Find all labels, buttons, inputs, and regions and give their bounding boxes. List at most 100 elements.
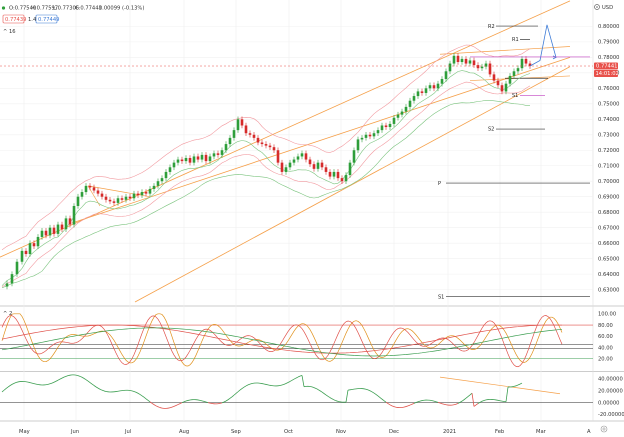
candle: [72, 206, 76, 225]
momentum-segment: [223, 400, 227, 403]
candle: [456, 55, 460, 62]
candle: [40, 230, 44, 237]
forecast-arrow-icon: [552, 55, 557, 60]
y-tick-label: 0.69000: [598, 195, 619, 201]
y-tick-label: 0.80000: [598, 24, 619, 30]
momentum-segment: [87, 380, 91, 383]
ohlc-open: O:0.77540: [9, 6, 36, 12]
momentum-segment: [139, 394, 143, 397]
candle: [244, 125, 248, 134]
y-tick-label: 0.73000: [598, 133, 619, 139]
momentum-segment: [227, 397, 231, 401]
candle: [372, 133, 376, 137]
momentum-segment: [293, 377, 297, 380]
candle: [480, 66, 484, 69]
momentum-segment: [465, 396, 469, 399]
momentum-segment: [173, 405, 177, 407]
momentum-segment: [137, 392, 141, 395]
candle: [152, 185, 156, 189]
momentum-segment: [291, 378, 295, 381]
momentum-segment: [101, 389, 105, 392]
candle: [440, 79, 444, 84]
candle: [356, 139, 360, 151]
candle: [292, 159, 296, 163]
momentum-segment: [247, 383, 251, 386]
indicator-legend[interactable]: ^ 16: [3, 29, 16, 35]
candle: [176, 159, 180, 163]
candle: [232, 130, 236, 138]
momentum-segment: [55, 379, 59, 382]
momentum-segment: [241, 386, 245, 389]
momentum-segment: [245, 384, 249, 387]
y-tick-label: 0.63000: [598, 287, 619, 293]
candle: [148, 188, 152, 194]
osc-legend[interactable]: ^ 2: [3, 311, 12, 317]
countdown-value: 14:01:02: [596, 71, 619, 77]
candle: [284, 167, 288, 172]
indicator-count: 16: [9, 29, 16, 35]
momentum-segment: [159, 407, 163, 409]
collapse-icon[interactable]: ^: [3, 29, 7, 35]
momentum-segment: [311, 386, 315, 388]
candle: [388, 123, 392, 128]
momentum-segment: [235, 391, 239, 394]
candle: [300, 153, 304, 157]
candle: [528, 63, 532, 67]
candle: [512, 71, 516, 76]
momentum-segment: [135, 391, 139, 394]
candle: [304, 153, 308, 160]
candle: [32, 243, 36, 247]
osc-collapse-icon[interactable]: ^: [3, 311, 7, 317]
candle: [160, 178, 164, 182]
momentum-segment: [185, 400, 189, 402]
grid: [0, 0, 624, 422]
macd-trendline: [439, 376, 561, 395]
momentum-segment: [11, 382, 15, 385]
stoch-k: [1, 313, 563, 367]
candle: [332, 171, 336, 177]
sell-button[interactable]: [2, 14, 25, 24]
momentum-segment: [79, 375, 83, 378]
momentum-segment: [417, 400, 421, 403]
momentum-segment: [379, 397, 383, 400]
overlays: [0, 0, 571, 303]
y-tick-label: 0.66000: [598, 241, 619, 247]
x-tick-label: Jun: [70, 429, 79, 435]
x-tick-label: Mar: [536, 429, 547, 435]
bid-price: 0.77439: [5, 17, 26, 23]
last-price-tag: 0.77441 14:01:02: [594, 62, 619, 77]
candle: [10, 274, 14, 284]
x-tick-label: Feb: [495, 429, 505, 435]
candle: [444, 71, 448, 80]
candle: [96, 190, 100, 194]
pivot-label: S1: [512, 93, 518, 99]
zoom-reset-icon[interactable]: [600, 425, 608, 433]
momentum-segment: [171, 406, 175, 408]
gear-icon[interactable]: [594, 4, 600, 10]
momentum-segment: [225, 399, 229, 402]
macd-tick-label: 20.00000: [598, 389, 623, 395]
buy-button[interactable]: [35, 14, 58, 24]
candle: [436, 83, 440, 89]
momentum-segment: [13, 382, 17, 384]
spread-value: 1.4: [28, 17, 37, 23]
y-tick-label: 0.68000: [598, 210, 619, 216]
x-tick-label: Oct: [284, 429, 293, 435]
candle: [256, 137, 260, 143]
momentum-segment: [221, 401, 225, 404]
y-tick-label: 0.78000: [598, 55, 619, 61]
momentum-segment: [335, 400, 339, 402]
x-tick-label: 2021: [443, 429, 456, 435]
currency-label: USD: [602, 5, 613, 11]
x-tick-label: Nov: [336, 429, 346, 435]
momentum-segment: [15, 381, 19, 383]
macd-tick-label: -20.00000: [598, 412, 624, 418]
resistance-line: [439, 46, 571, 55]
momentum-segment: [249, 383, 253, 385]
candle: [384, 125, 388, 128]
trade-widget[interactable]: 0.77439 1.4 0.77449: [2, 14, 59, 24]
candle: [196, 156, 200, 160]
momentum-segment: [327, 395, 331, 398]
momentum-segment: [325, 394, 329, 397]
